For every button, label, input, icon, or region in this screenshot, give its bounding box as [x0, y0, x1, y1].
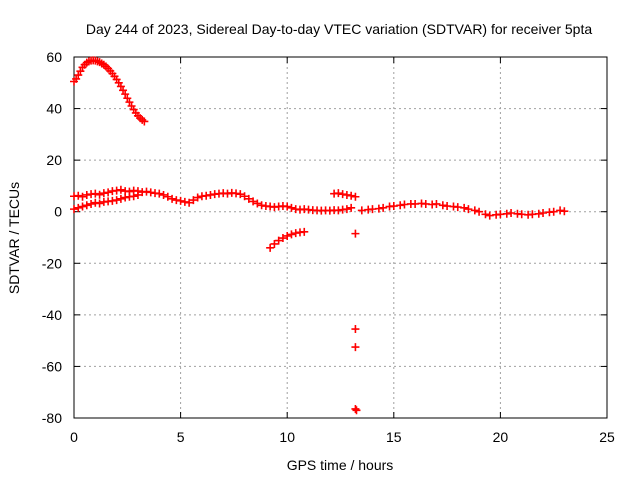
data-point: [168, 194, 177, 203]
data-point: [87, 199, 96, 208]
y-tick-label: 40: [46, 101, 62, 117]
x-tick-label: 20: [493, 429, 509, 445]
series-late-band: [357, 199, 569, 220]
data-point: [283, 202, 292, 211]
data-point: [121, 90, 130, 99]
y-tick-label: 60: [46, 49, 62, 65]
x-tick-label: 0: [70, 429, 78, 445]
data-points: [70, 56, 569, 415]
data-point: [116, 185, 125, 194]
data-point: [351, 325, 360, 334]
y-tick-label: -20: [42, 255, 62, 271]
data-point: [266, 243, 275, 252]
series-high-arc: [70, 56, 149, 126]
y-tick-label: -80: [42, 410, 62, 426]
data-point: [342, 205, 351, 214]
data-point: [193, 193, 202, 202]
x-tick-label: 25: [599, 429, 615, 445]
series-lower-band: [70, 190, 142, 214]
data-point: [116, 194, 125, 203]
data-point: [351, 229, 360, 238]
data-point: [82, 201, 91, 210]
data-point: [155, 189, 164, 198]
data-point: [112, 196, 121, 205]
data-point: [464, 205, 473, 214]
data-point: [460, 203, 469, 212]
series-outliers: [351, 229, 361, 415]
data-point: [287, 203, 296, 212]
data-point: [244, 194, 253, 203]
series-bump: [330, 189, 360, 201]
x-tick-labels: 0 5 10 15 20 25: [70, 429, 615, 445]
data-point: [176, 196, 185, 205]
data-point: [240, 192, 249, 201]
y-axis-label: SDTVAR / TECUs: [6, 182, 22, 294]
data-point: [129, 192, 138, 201]
data-point: [78, 192, 87, 201]
data-point: [95, 190, 104, 199]
x-tick-label: 5: [177, 429, 185, 445]
data-point: [481, 210, 490, 219]
plot-frame: [73, 56, 608, 419]
data-point: [347, 203, 356, 212]
data-point: [283, 231, 292, 240]
data-point: [91, 189, 100, 198]
data-point: [74, 203, 83, 212]
data-point: [351, 404, 360, 413]
data-point: [159, 190, 168, 199]
data-point: [432, 199, 441, 208]
series-upper-band: [70, 185, 356, 215]
data-point: [352, 406, 361, 415]
grid-lines: [74, 57, 607, 418]
data-point: [347, 191, 356, 200]
data-point: [560, 207, 569, 216]
y-tick-label: -40: [42, 307, 62, 323]
axis-ticks: [73, 56, 608, 419]
y-tick-labels: 60 40 20 0 -20 -40 -60 -80: [42, 49, 62, 426]
x-axis-label: GPS time / hours: [287, 457, 394, 473]
data-point: [379, 203, 388, 212]
data-point: [334, 189, 343, 198]
data-point: [475, 207, 484, 216]
data-point: [300, 227, 309, 236]
data-point: [249, 197, 258, 206]
y-tick-label: 0: [54, 204, 62, 220]
y-tick-label: 20: [46, 152, 62, 168]
data-point: [351, 343, 360, 352]
data-point: [470, 206, 479, 215]
y-tick-label: -60: [42, 358, 62, 374]
data-point: [549, 207, 558, 216]
data-point: [74, 191, 83, 200]
data-point: [278, 234, 287, 243]
data-point: [274, 236, 283, 245]
data-point: [185, 198, 194, 207]
data-point: [287, 230, 296, 239]
data-point: [351, 192, 360, 201]
data-point: [95, 199, 104, 208]
data-point: [163, 192, 172, 201]
data-point: [253, 199, 262, 208]
x-tick-label: 15: [386, 429, 402, 445]
data-point: [189, 196, 198, 205]
data-point: [133, 190, 142, 199]
data-point: [140, 117, 149, 126]
data-point: [270, 239, 279, 248]
chart-title: Day 244 of 2023, Sidereal Day-to-day VTE…: [86, 21, 593, 37]
data-point: [236, 190, 245, 199]
data-point: [104, 188, 113, 197]
data-point: [70, 205, 78, 214]
series-dip-segment: [266, 227, 309, 252]
x-tick-label: 10: [279, 429, 295, 445]
data-point: [78, 202, 87, 211]
